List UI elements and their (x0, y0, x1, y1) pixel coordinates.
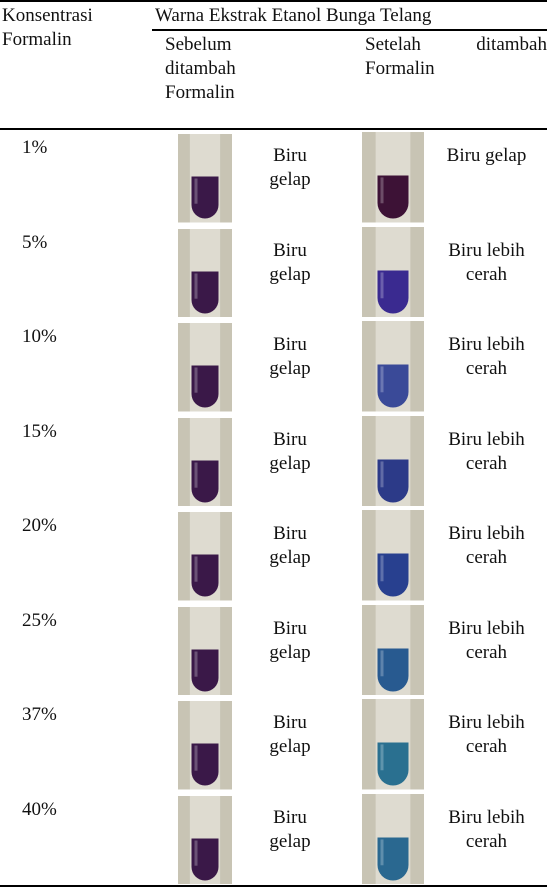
color-description: Biru gelap (428, 144, 545, 168)
tube-photo (178, 607, 232, 696)
tube-photo (178, 512, 232, 601)
tube-photo (362, 321, 424, 412)
concentration: 20% (22, 514, 57, 538)
tube-photo (362, 605, 424, 696)
color-description: Biru lebih cerah (428, 428, 545, 476)
tube-photo (362, 510, 424, 601)
color-description: Biru lebih cerah (428, 333, 545, 381)
column-header: Sebelum ditambah Formalin (165, 33, 280, 105)
concentration: 37% (22, 703, 57, 727)
color-description: Biru lebih cerah (428, 806, 545, 854)
color-description: Biru lebih cerah (428, 711, 545, 759)
page: Konsentrasi Formalin Warna Ekstrak Etano… (0, 0, 547, 888)
concentration: 40% (22, 798, 57, 822)
group-header: Warna Ekstrak Etanol Bunga Telang (155, 4, 547, 28)
tube-photo (178, 701, 232, 790)
tube-photo (362, 227, 424, 318)
color-description: Biru gelap (258, 333, 322, 381)
color-description: Biru lebih cerah (428, 522, 545, 570)
concentration: 15% (22, 420, 57, 444)
color-description: Biru gelap (258, 144, 322, 192)
color-description: Biru gelap (258, 617, 322, 665)
tube-photo (362, 699, 424, 790)
tube-photo (362, 794, 424, 885)
color-description: Biru gelap (258, 239, 322, 287)
tube-photo (362, 416, 424, 507)
color-description: Biru gelap (258, 522, 322, 570)
tube-photo (178, 418, 232, 507)
color-description: Biru gelap (258, 711, 322, 759)
color-description: Biru gelap (258, 428, 322, 476)
color-description: Biru lebih cerah (428, 239, 545, 287)
concentration: 1% (22, 136, 47, 160)
rule (0, 128, 547, 130)
rule (152, 29, 547, 31)
tube-photo (178, 229, 232, 318)
tube-photo (178, 134, 232, 223)
rule (0, 885, 547, 887)
rule (0, 0, 547, 2)
concentration: 25% (22, 609, 57, 633)
concentration: 5% (22, 231, 47, 255)
color-description: Biru lebih cerah (428, 617, 545, 665)
column-header: Setelah ditambah Formalin (365, 33, 547, 81)
tube-photo (362, 132, 424, 223)
color-description: Biru gelap (258, 806, 322, 854)
concentration: 10% (22, 325, 57, 349)
column-header: Konsentrasi Formalin (2, 4, 122, 52)
tube-photo (178, 323, 232, 412)
tube-photo (178, 796, 232, 885)
